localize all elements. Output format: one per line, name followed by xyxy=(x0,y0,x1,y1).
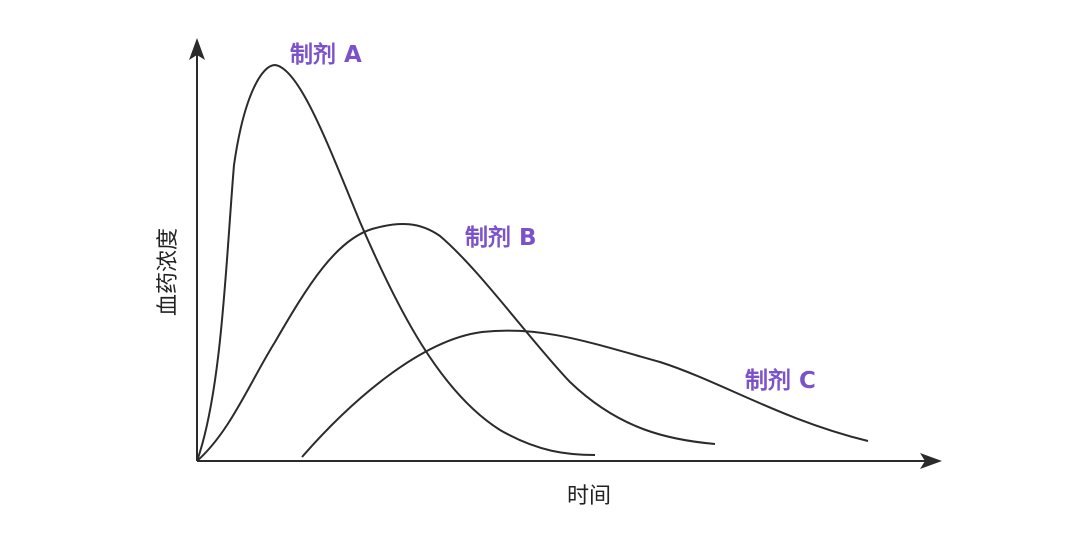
curve-a xyxy=(196,63,596,462)
x-axis-arrow xyxy=(920,453,942,469)
curve-label: 制剂 A xyxy=(290,41,362,68)
curve-c xyxy=(301,329,869,458)
curve-label: 制剂 B xyxy=(465,224,537,251)
curve-b xyxy=(196,223,716,462)
y-axis-arrow xyxy=(189,38,205,60)
curve-label: 制剂 C xyxy=(745,367,816,394)
y-axis-label: 血药浓度 xyxy=(156,228,181,316)
x-axis-label: 时间 xyxy=(567,484,611,509)
